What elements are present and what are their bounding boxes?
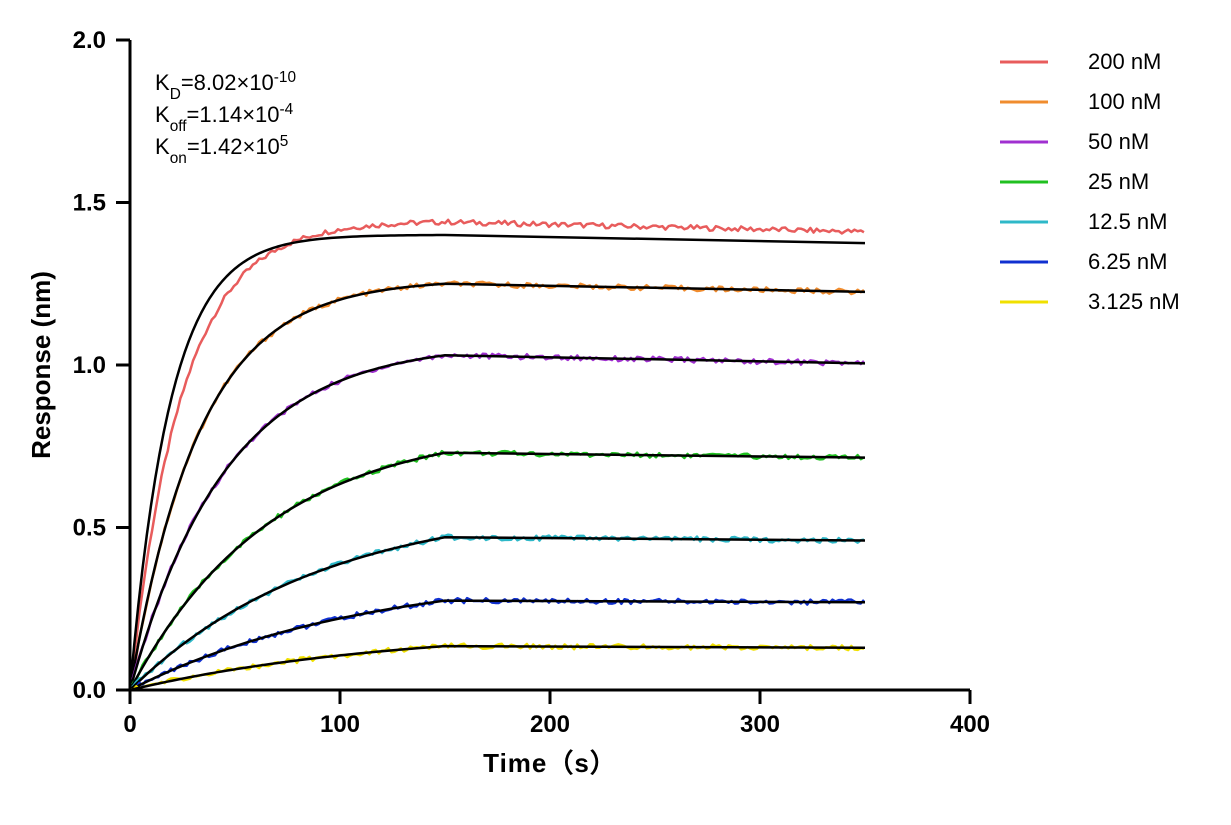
legend-label: 3.125 nM <box>1088 289 1180 314</box>
legend-label: 50 nM <box>1088 129 1149 154</box>
legend-label: 6.25 nM <box>1088 249 1168 274</box>
legend-label: 100 nM <box>1088 89 1161 114</box>
legend-label: 200 nM <box>1088 49 1161 74</box>
legend-label: 25 nM <box>1088 169 1149 194</box>
x-tick-label: 100 <box>320 711 360 738</box>
x-axis-label: Time（s） <box>483 748 617 778</box>
x-tick-label: 200 <box>530 711 570 738</box>
y-tick-label: 0.0 <box>73 677 106 704</box>
x-tick-label: 0 <box>123 711 136 738</box>
y-axis-label: Response (nm) <box>26 271 56 459</box>
y-tick-label: 0.5 <box>73 515 106 542</box>
binding-kinetics-chart: 0 100 200 300 400 Time（s） 0.0 0.5 1.0 1.5 2.0 Respo… <box>0 0 1231 825</box>
chart-container: 0 100 200 300 400 Time（s） 0.0 0.5 1.0 1.5 2.0 Respo… <box>0 0 1231 825</box>
y-tick-label: 1.5 <box>73 190 106 217</box>
legend-label: 12.5 nM <box>1088 209 1168 234</box>
x-tick-label: 400 <box>950 711 990 738</box>
y-tick-label: 2.0 <box>73 27 106 54</box>
x-tick-label: 300 <box>740 711 780 738</box>
y-tick-label: 1.0 <box>73 352 106 379</box>
